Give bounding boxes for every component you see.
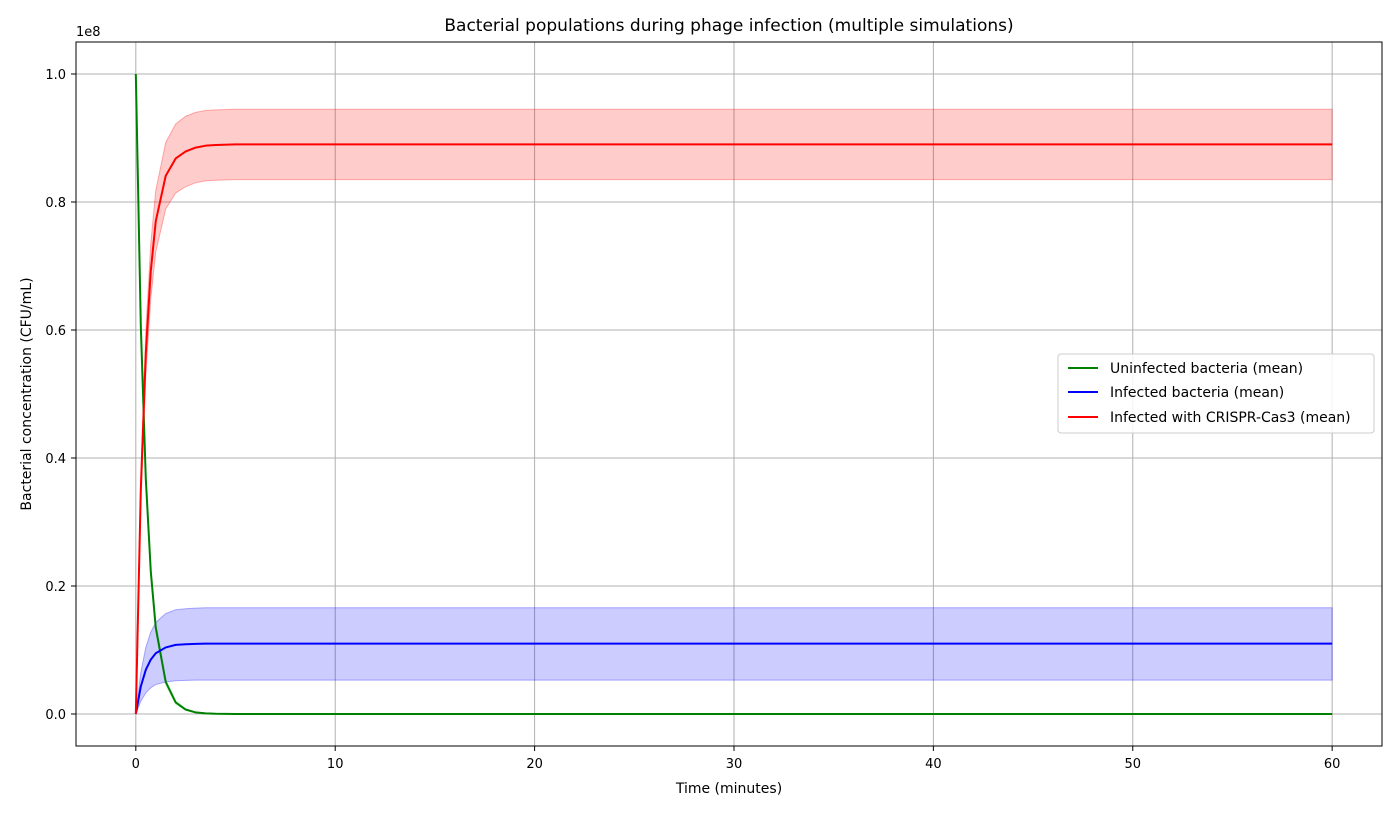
- band-uninfected: [135, 73, 1333, 715]
- legend-label-infected: Infected bacteria (mean): [1110, 385, 1284, 401]
- series-line-uninfected: [134, 73, 1333, 715]
- x-tick-label: 10: [327, 757, 344, 772]
- legend-box: [1057, 353, 1375, 434]
- series-line-crispr: [134, 143, 1333, 715]
- y-axis-offset-text: 1e8: [76, 25, 101, 40]
- x-axis-label: Time (minutes): [675, 781, 782, 797]
- y-tick-label: 0.2: [45, 580, 66, 595]
- chart-title: Bacterial populations during phage infec…: [444, 16, 1013, 36]
- y-tick-label: 1.0: [45, 68, 66, 83]
- legend: Uninfected bacteria (mean) Infected bact…: [1057, 353, 1375, 434]
- x-tick-label: 50: [1124, 757, 1141, 772]
- x-tick-label: 30: [726, 757, 743, 772]
- legend-label-uninfected: Uninfected bacteria (mean): [1110, 361, 1303, 377]
- y-axis-ticks: 0.0 0.2 0.4 0.6 0.8 1.0: [45, 68, 76, 723]
- y-tick-label: 0.0: [45, 708, 66, 723]
- series-lines: [134, 73, 1333, 715]
- y-tick-label: 0.6: [45, 324, 66, 339]
- plot-frame: [75, 41, 1383, 747]
- x-tick-label: 0: [132, 757, 140, 772]
- series-line-infected: [134, 642, 1333, 715]
- y-axis-label: Bacterial concentration (CFU/mL): [19, 277, 35, 510]
- y-tick-label: 0.4: [45, 452, 66, 467]
- x-tick-label: 60: [1324, 757, 1341, 772]
- x-tick-label: 40: [925, 757, 942, 772]
- x-axis-ticks: 0 10 20 30 40 50 60: [132, 746, 1341, 772]
- legend-label-crispr: Infected with CRISPR-Cas3 (mean): [1110, 410, 1351, 426]
- y-tick-label: 0.8: [45, 196, 66, 211]
- x-tick-label: 20: [526, 757, 543, 772]
